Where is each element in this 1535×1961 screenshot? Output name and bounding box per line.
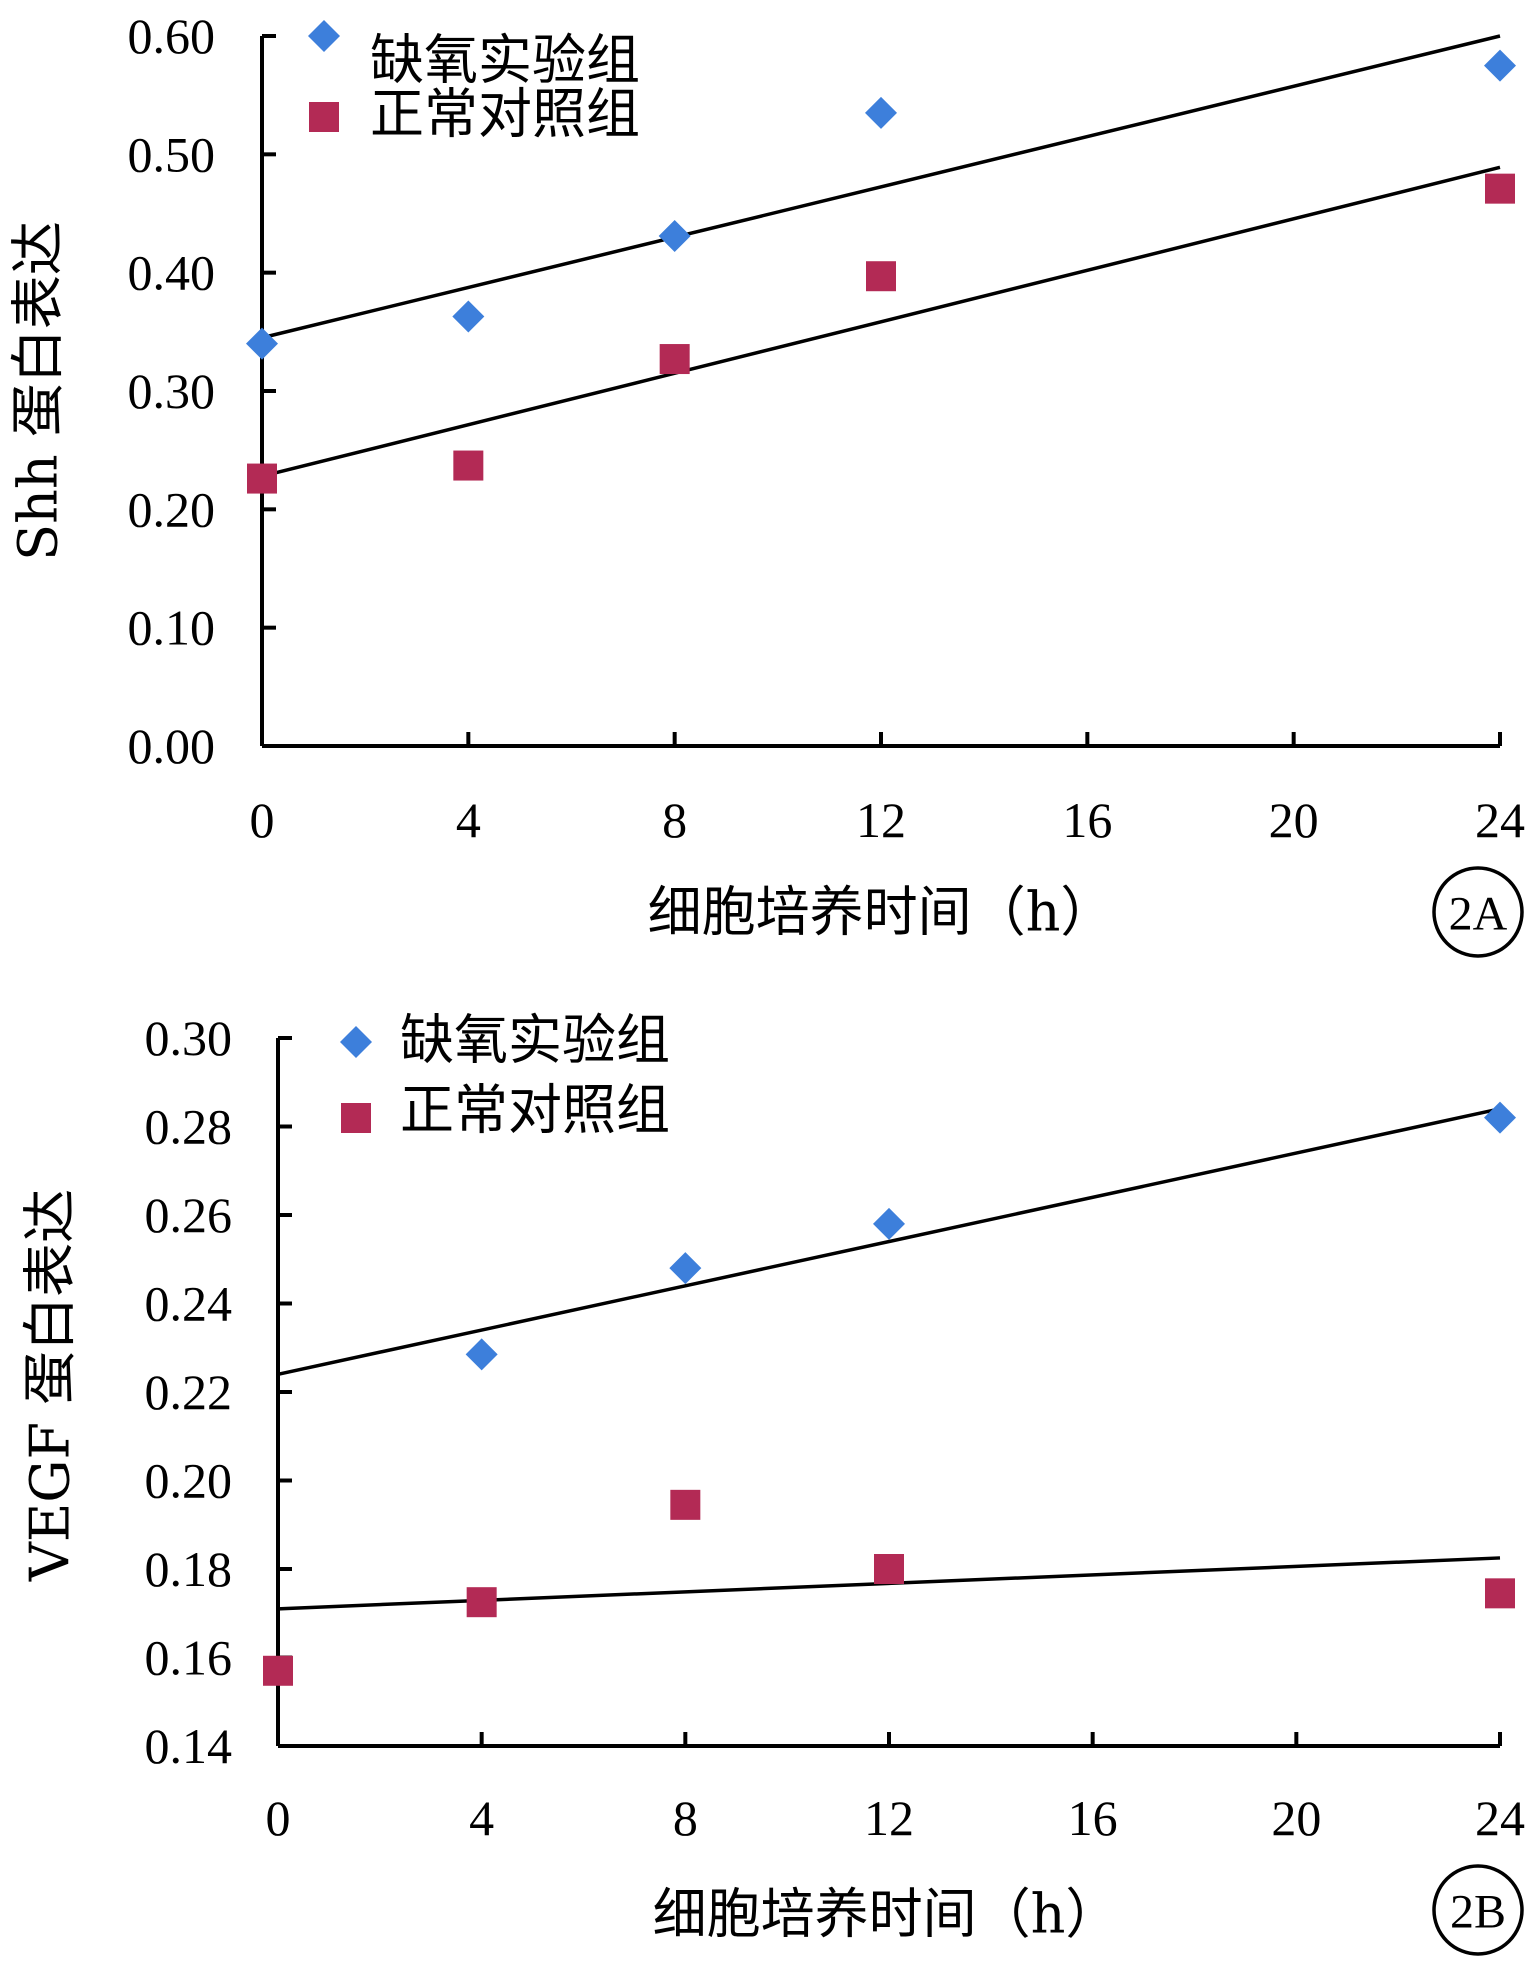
legend-label-control: 正常对照组 [370,83,640,146]
data-point-control [874,1554,904,1584]
y-axis-title: Shh 蛋白表达 [7,221,70,561]
trendline-hypoxia [277,1107,1501,1377]
chart-panel-2a: 0.000.100.200.300.400.500.600 4 8 12 16 20 24 … [7,8,1525,958]
x-tick-label: 20 [1271,1790,1321,1846]
data-point-control [1485,1578,1515,1609]
x-tick-label: 4 [469,1790,494,1846]
panel-label-circle [1432,866,1524,958]
data-point-control [1485,173,1515,204]
y-tick-label: 0.30 [145,1010,233,1066]
x-tick-label: 4 [456,792,481,848]
data-point-control [466,1587,497,1618]
data-point-hypoxia [246,327,278,360]
legend-label-control: 正常对照组 [400,1079,670,1142]
y-tick-label: 0.00 [128,718,216,774]
x-tick-label: 8 [673,1790,698,1846]
panel-label-badge: 2B [1432,1864,1524,1956]
data-point-hypoxia [1484,1101,1516,1134]
data-point-hypoxia [1484,49,1516,82]
data-point-control [670,1489,701,1520]
y-tick-label: 0.10 [128,600,216,656]
data-point-hypoxia [452,300,485,333]
legend-label-hypoxia: 缺氧实验组 [400,1009,670,1072]
y-tick-label: 0.60 [128,8,216,64]
data-point-control [453,450,484,481]
trendline-control [261,165,1501,478]
x-axis-title: 细胞培养时间（h） [648,881,1115,944]
x-tick-label: 16 [1068,1790,1118,1846]
legend: 缺氧实验组 正常对照组 [340,1009,670,1142]
data-point-control [247,463,277,494]
legend: 缺氧实验组 正常对照组 [308,20,640,146]
data-point-control [659,344,690,375]
chart-panel-2b: 0.14 0.16 0.18 0.20 0.22 0.24 0.26 0.28 0.30 0 4 8 1… [19,1009,1525,1956]
x-axis-title: 细胞培养时间（h） [653,1883,1120,1946]
data-point-hypoxia [873,1207,905,1240]
x-tick-label: 8 [662,792,687,848]
y-tick-label: 0.24 [145,1276,233,1332]
y-tick-label: 0.14 [145,1718,233,1774]
x-tick-label: 24 [1475,1790,1525,1846]
y-tick-label: 0.20 [128,481,216,537]
legend-marker-control [309,102,339,132]
y-tick-label: 0.20 [145,1453,233,1509]
panel-label: 2B [1450,1886,1506,1939]
data-point-hypoxia [658,219,691,252]
x-tick-label: 16 [1062,792,1112,848]
legend-marker-hypoxia [340,1026,372,1058]
y-tick-label: 0.16 [145,1630,233,1686]
y-tick-label: 0.26 [145,1187,233,1243]
y-tick-label: 0.28 [145,1099,233,1155]
legend-marker-hypoxia [308,20,340,52]
x-tick-label: 12 [856,792,906,848]
x-tick-label: 0 [266,1790,291,1846]
trendline-hypoxia [261,34,1501,340]
x-tick-label: 20 [1269,792,1319,848]
panel-label-circle [1432,1864,1524,1956]
panel-label-badge: 2A [1432,866,1524,958]
x-tick-label: 12 [864,1790,914,1846]
panel-label: 2A [1449,888,1508,941]
y-tick-label: 0.18 [145,1541,233,1597]
data-point-hypoxia [865,96,897,129]
x-tick-label: 0 [250,792,275,848]
y-tick-label: 0.30 [128,363,216,419]
x-tick-label: 24 [1475,792,1525,848]
y-axis-title: VEGF 蛋白表达 [19,1189,82,1582]
legend-marker-control [341,1103,371,1133]
data-point-hypoxia [669,1252,702,1285]
legend-label-hypoxia: 缺氧实验组 [370,29,640,92]
y-tick-label: 0.50 [128,126,216,182]
y-tick-label: 0.40 [128,245,216,301]
data-point-hypoxia [465,1338,498,1371]
y-tick-label: 0.22 [145,1364,233,1420]
data-point-control [866,261,896,292]
data-point-control [263,1655,293,1686]
